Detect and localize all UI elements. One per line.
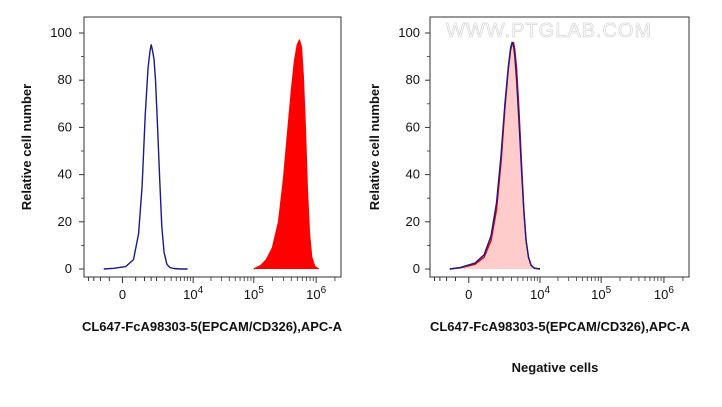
y-tick-label: 20	[406, 214, 420, 229]
x-tick-label: 0	[119, 287, 126, 302]
panel-caption: Negative cells	[512, 360, 599, 375]
y-tick-label: 0	[413, 261, 420, 276]
y-tick-label: 40	[406, 167, 420, 182]
y-tick-label: 20	[58, 214, 72, 229]
x-tick-label: 104	[183, 285, 203, 302]
x-axis-title: CL647-FcA98303-5(EPCAM/CD326),APC-A	[82, 319, 343, 334]
histogram-panel-right: 0 20 40 60 80 100 0 104 105 106 Relative cell numb…	[367, 16, 691, 334]
histogram-line-0	[103, 44, 188, 270]
y-tick-label: 40	[58, 167, 72, 182]
y-tick-label: 100	[50, 25, 72, 40]
y-tick-label: 80	[58, 72, 72, 87]
y-tick-label: 80	[406, 72, 420, 87]
y-tick-label: 0	[65, 261, 72, 276]
x-tick-label: 106	[654, 285, 674, 302]
plot-frame	[83, 16, 342, 278]
y-tick-label: 100	[398, 25, 420, 40]
y-tick-label: 60	[406, 119, 420, 134]
histogram-line-1	[253, 39, 320, 270]
x-tick-label: 106	[306, 285, 326, 302]
x-tick-label: 104	[530, 285, 550, 302]
y-axis-title: Relative cell number	[367, 84, 382, 210]
histogram-fill-0	[449, 42, 540, 270]
y-axis-title: Relative cell number	[19, 84, 34, 210]
histogram-panel-left: 0 20 40 60 80 100 0 104 105 106 Relative cell numb…	[19, 16, 343, 334]
watermark: WWW.PTGLAB.COM	[446, 20, 652, 42]
x-tick-label: 105	[591, 285, 611, 302]
plot-frame	[429, 16, 690, 278]
x-tick-label: 0	[465, 287, 472, 302]
x-tick-label: 105	[244, 285, 264, 302]
x-axis-title: CL647-FcA98303-5(EPCAM/CD326),APC-A	[430, 319, 691, 334]
histogram-line-1	[449, 41, 541, 270]
y-tick-label: 60	[58, 119, 72, 134]
